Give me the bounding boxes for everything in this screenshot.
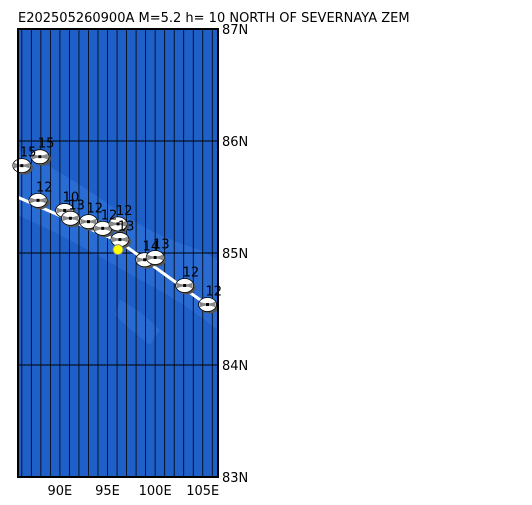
pole [153, 255, 157, 259]
focal-mechanism [60, 210, 82, 228]
lat-label: 83N [222, 471, 248, 486]
pole [101, 226, 105, 230]
focal-mechanism [28, 192, 49, 210]
event-label: 13 [118, 220, 135, 235]
pole [63, 208, 67, 212]
focal-mechanism [93, 220, 114, 238]
lon-label: 105E [186, 484, 219, 499]
pole [20, 164, 24, 168]
pole [118, 238, 122, 242]
event-label: 12 [206, 285, 223, 300]
lon-label: 95E [95, 484, 120, 499]
events [12, 149, 219, 314]
focal-mechanism [175, 278, 196, 295]
event-label: 13 [68, 198, 85, 213]
event-label: 15 [38, 137, 55, 152]
focal-mechanism [145, 250, 167, 267]
focal-mechanism [108, 216, 129, 233]
lon-label: 90E [48, 484, 73, 499]
event-label: 13 [153, 237, 170, 252]
lon-label: 100E [139, 484, 172, 499]
pole [206, 303, 210, 307]
lat-label: 85N [222, 247, 248, 262]
event-label: 12 [36, 180, 53, 195]
pole [143, 258, 147, 262]
focal-mechanism [30, 149, 51, 166]
epicenter [112, 244, 124, 256]
event-label: 12 [116, 204, 133, 219]
event-label: 12 [86, 202, 103, 217]
map-title: E202505260900A M=5.2 h= 10 NORTH OF SEVE… [18, 11, 410, 26]
lat-label: 87N [222, 23, 248, 38]
map-frame [17, 28, 219, 478]
lat-label: 84N [222, 359, 248, 374]
event-label: 10 [63, 190, 80, 205]
pole [86, 220, 90, 224]
event-label: 15 [20, 146, 37, 161]
pole [38, 155, 42, 159]
pole [183, 283, 187, 287]
pole [68, 216, 72, 220]
lat-label: 86N [222, 135, 248, 150]
event-label: 12 [183, 265, 200, 280]
focal-mechanism [198, 297, 219, 314]
event-label: 14 [143, 240, 160, 255]
pole [116, 222, 120, 226]
event-label: 12 [101, 208, 118, 223]
pole [36, 198, 40, 202]
